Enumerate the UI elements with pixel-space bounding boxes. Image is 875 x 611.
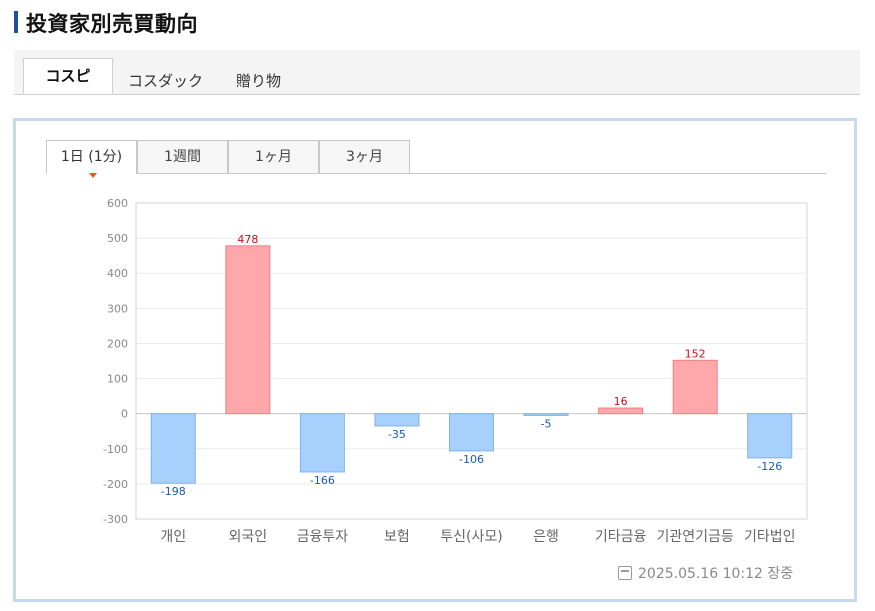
data-label: 16 bbox=[614, 395, 628, 408]
x-tick-label: 기타금융 bbox=[595, 529, 647, 545]
tab-kospi[interactable]: コスピ bbox=[23, 58, 113, 94]
tab-period-1d-label: 1日 (1分) bbox=[60, 149, 123, 165]
x-tick-label: 개인 bbox=[160, 529, 186, 545]
y-tick-label: -200 bbox=[103, 478, 128, 491]
x-tick-label: 보험 bbox=[384, 529, 410, 545]
data-label: -126 bbox=[757, 460, 782, 473]
data-label: 478 bbox=[237, 233, 258, 246]
data-label: -166 bbox=[310, 474, 335, 487]
y-tick-label: 300 bbox=[107, 302, 128, 315]
data-label: -198 bbox=[161, 485, 186, 498]
tab-gift[interactable]: 贈り物 bbox=[236, 72, 282, 90]
title-accent-bar bbox=[14, 11, 18, 33]
y-tick-label: 0 bbox=[121, 408, 128, 421]
active-caret-icon bbox=[89, 173, 97, 178]
bar bbox=[672, 359, 718, 415]
y-tick-label: -300 bbox=[103, 513, 128, 526]
y-tick-label: 500 bbox=[107, 232, 128, 245]
bar bbox=[299, 413, 345, 473]
x-tick-label: 은행 bbox=[533, 529, 559, 545]
tab-period-1w[interactable]: 1週間 bbox=[137, 140, 228, 173]
y-tick-label: -100 bbox=[103, 443, 128, 456]
period-tab-bar: 1日 (1分) 1週間 1ヶ月 3ヶ月 bbox=[46, 140, 826, 178]
bar bbox=[449, 413, 494, 452]
page-title: 投資家別売買動向 bbox=[26, 12, 198, 36]
calendar-icon bbox=[618, 566, 632, 580]
timestamp-area: 2025.05.16 10:12 장중 bbox=[618, 563, 793, 583]
x-tick-label: 투신(사모) bbox=[440, 529, 502, 545]
timestamp-text: 2025.05.16 10:12 장중 bbox=[638, 566, 794, 582]
bar bbox=[374, 413, 420, 427]
y-tick-label: 400 bbox=[107, 267, 128, 280]
bar bbox=[598, 407, 644, 415]
x-tick-label: 기타법인 bbox=[744, 529, 796, 545]
bar bbox=[523, 413, 569, 416]
market-tab-bar: コスピ コスダック 贈り物 bbox=[14, 50, 860, 95]
data-label: -35 bbox=[388, 428, 406, 441]
bar bbox=[150, 413, 196, 484]
bar bbox=[747, 413, 793, 459]
y-tick-label: 600 bbox=[107, 197, 128, 210]
x-tick-label: 외국인 bbox=[229, 529, 268, 545]
x-tick-label: 금융투자 bbox=[297, 529, 349, 545]
tab-period-1d[interactable]: 1日 (1分) bbox=[46, 140, 137, 178]
tab-period-3m[interactable]: 3ヶ月 bbox=[319, 140, 410, 173]
y-tick-label: 200 bbox=[107, 337, 128, 350]
bar bbox=[225, 245, 271, 415]
tab-kosdaq[interactable]: コスダック bbox=[128, 72, 204, 90]
tab-period-1m[interactable]: 1ヶ月 bbox=[228, 140, 319, 173]
x-tick-label: 기관연기금등 bbox=[657, 529, 734, 545]
y-tick-label: 100 bbox=[107, 373, 128, 386]
data-label: -106 bbox=[459, 453, 484, 466]
data-label: -5 bbox=[541, 417, 552, 430]
data-label: 152 bbox=[685, 347, 706, 360]
